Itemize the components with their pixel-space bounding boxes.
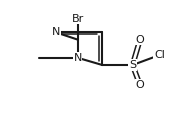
Text: S: S [129, 60, 136, 70]
Text: O: O [136, 35, 144, 45]
Text: O: O [136, 80, 144, 90]
Text: N: N [74, 53, 82, 63]
Text: Cl: Cl [154, 50, 165, 60]
Text: N: N [52, 27, 60, 37]
Text: Br: Br [72, 14, 84, 24]
